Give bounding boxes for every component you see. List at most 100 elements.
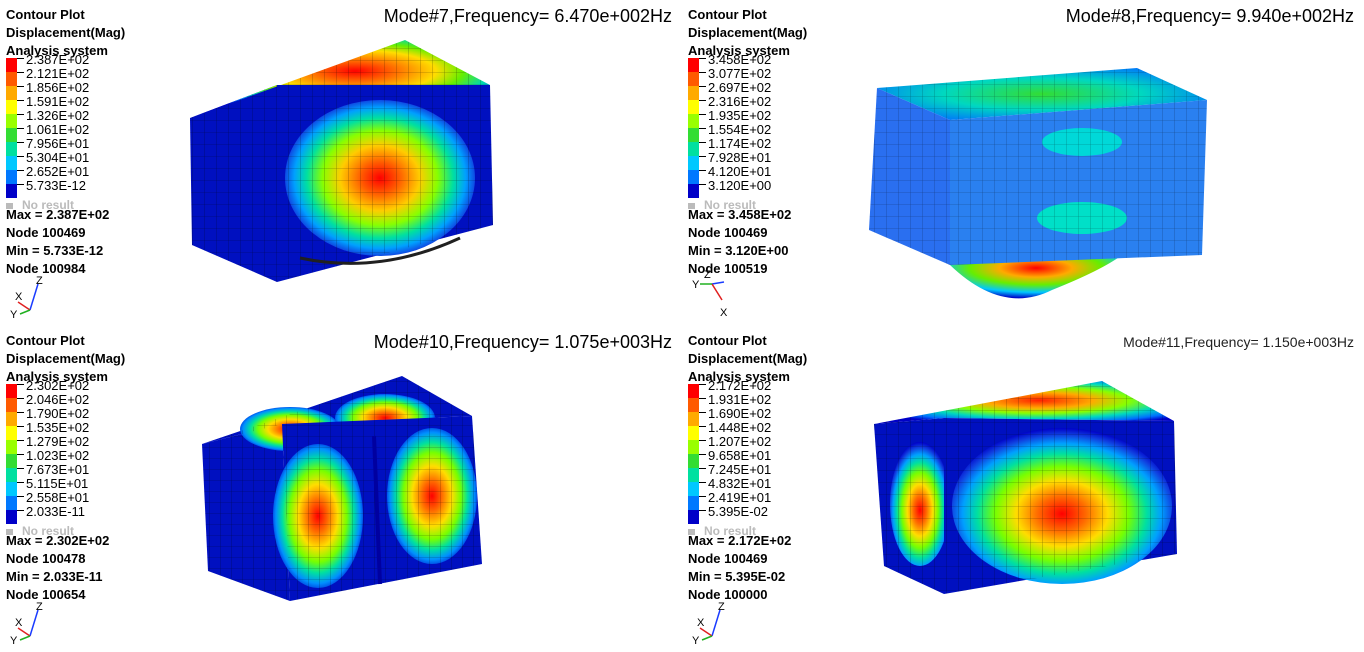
svg-text:Z: Z [704,270,711,281]
legend-color-swatch [688,170,699,184]
legend-color-swatch [688,58,699,72]
legend-color-swatch [688,454,699,468]
legend-value: 3.077E+02 [708,66,772,81]
legend-color-swatch [6,412,17,426]
no-result-swatch [688,202,695,209]
min-value: Min = 5.733E-12 [6,243,104,258]
legend-value: 1.174E+02 [708,136,772,151]
svg-text:Y: Y [10,309,18,320]
legend-value: 5.395E-02 [708,504,768,519]
legend-value: 2.172E+02 [708,378,772,393]
legend-color-swatch [6,468,17,482]
plot-type-label: Contour Plot [688,333,767,348]
legend-value: 2.302E+02 [26,378,90,393]
result-type-label: Displacement(Mag) [6,25,126,40]
max-value: Max = 3.458E+02 [688,207,792,222]
svg-text:X: X [15,291,23,303]
fe-model-mode-10 [202,376,482,601]
legend-value: 1.535E+02 [26,420,90,435]
legend-color-swatch [6,142,17,156]
legend-tick [699,72,706,73]
legend-tick [699,384,706,385]
legend-tick [17,72,24,73]
legend-value: 2.121E+02 [26,66,90,81]
mode-frequency-title: Mode#7,Frequency= 6.470e+002Hz [383,6,672,26]
legend-color-swatch [688,114,699,128]
viewport-mode-10[interactable]: Mode#10,Frequency= 1.075e+003Hz Contour … [0,326,682,652]
legend-tick [17,142,24,143]
legend-tick [699,398,706,399]
legend-tick [17,412,24,413]
legend-tick [17,58,24,59]
legend-color-swatch [6,72,17,86]
svg-text:Z: Z [718,601,725,613]
legend-color-swatch [6,454,17,468]
viewport-mode-11[interactable]: Mode#11,Frequency= 1.150e+003Hz Contour … [682,326,1364,652]
legend-value: 7.956E+01 [26,136,90,151]
min-value: Min = 5.395E-02 [688,569,786,584]
legend-tick [17,454,24,455]
legend-tick [17,496,24,497]
legend-value: 2.558E+01 [26,490,90,505]
min-node: Node 100654 [6,587,86,602]
legend-tick [17,426,24,427]
legend-tick [17,100,24,101]
min-node: Node 100984 [6,261,86,276]
no-result-entry: No result [6,198,74,212]
legend-tick [699,156,706,157]
legend-color-swatch [6,58,17,72]
legend-tick [699,496,706,497]
legend-value: 1.279E+02 [26,434,90,449]
svg-text:Y: Y [692,635,700,646]
legend-tick [699,426,706,427]
axis-triad-icon: Z X Y [692,270,728,319]
no-result-entry: No result [688,524,756,538]
svg-text:Z: Z [36,601,43,613]
legend-value: 4.120E+01 [708,164,772,179]
legend-tick [17,184,24,185]
viewport-mode-7[interactable]: Mode#7,Frequency= 6.470e+002Hz Contour P… [0,0,682,326]
legend-color-swatch [688,128,699,142]
svg-text:X: X [697,617,705,629]
legend-value: 3.458E+02 [708,52,772,67]
result-type-label: Displacement(Mag) [6,351,126,366]
max-value: Max = 2.387E+02 [6,207,110,222]
legend-color-swatch [6,384,17,398]
plot-type-label: Contour Plot [6,333,85,348]
result-stats: Max = 2.387E+02 Node 100469 Min = 5.733E… [6,206,109,278]
legend-tick [699,100,706,101]
legend-tick [17,114,24,115]
legend-tick [699,440,706,441]
no-result-label: No result [22,198,75,212]
no-result-swatch [688,528,695,535]
legend-tick [17,468,24,469]
svg-text:Y: Y [10,635,18,646]
legend-color-swatch [688,156,699,170]
no-result-label: No result [704,524,757,538]
viewport-mode-8[interactable]: Mode#8,Frequency= 9.940e+002Hz Contour P… [682,0,1364,326]
max-node: Node 100478 [6,551,86,566]
result-type-label: Displacement(Mag) [688,351,808,366]
legend-value: 2.697E+02 [708,80,772,95]
legend-tick [699,86,706,87]
legend-color-swatch [6,440,17,454]
legend-value: 1.935E+02 [708,108,772,123]
result-type-label: Displacement(Mag) [688,25,808,40]
legend-value: 2.419E+01 [708,490,772,505]
no-result-entry: No result [6,524,74,538]
legend-tick [17,170,24,171]
legend-tick [699,184,706,185]
system-label: Analysis system [688,43,790,58]
legend-color-swatch [688,412,699,426]
svg-text:X: X [15,617,23,629]
legend-value: 1.207E+02 [708,434,772,449]
legend-tick [699,510,706,511]
legend-value: 2.387E+02 [26,52,90,67]
legend-value: 7.928E+01 [708,150,772,165]
legend-value: 1.591E+02 [26,94,90,109]
max-node: Node 100469 [688,551,768,566]
system-label: Analysis system [6,369,108,384]
no-result-entry: No result [688,198,756,212]
legend-value: 2.316E+02 [708,94,772,109]
legend-color-swatch [6,170,17,184]
